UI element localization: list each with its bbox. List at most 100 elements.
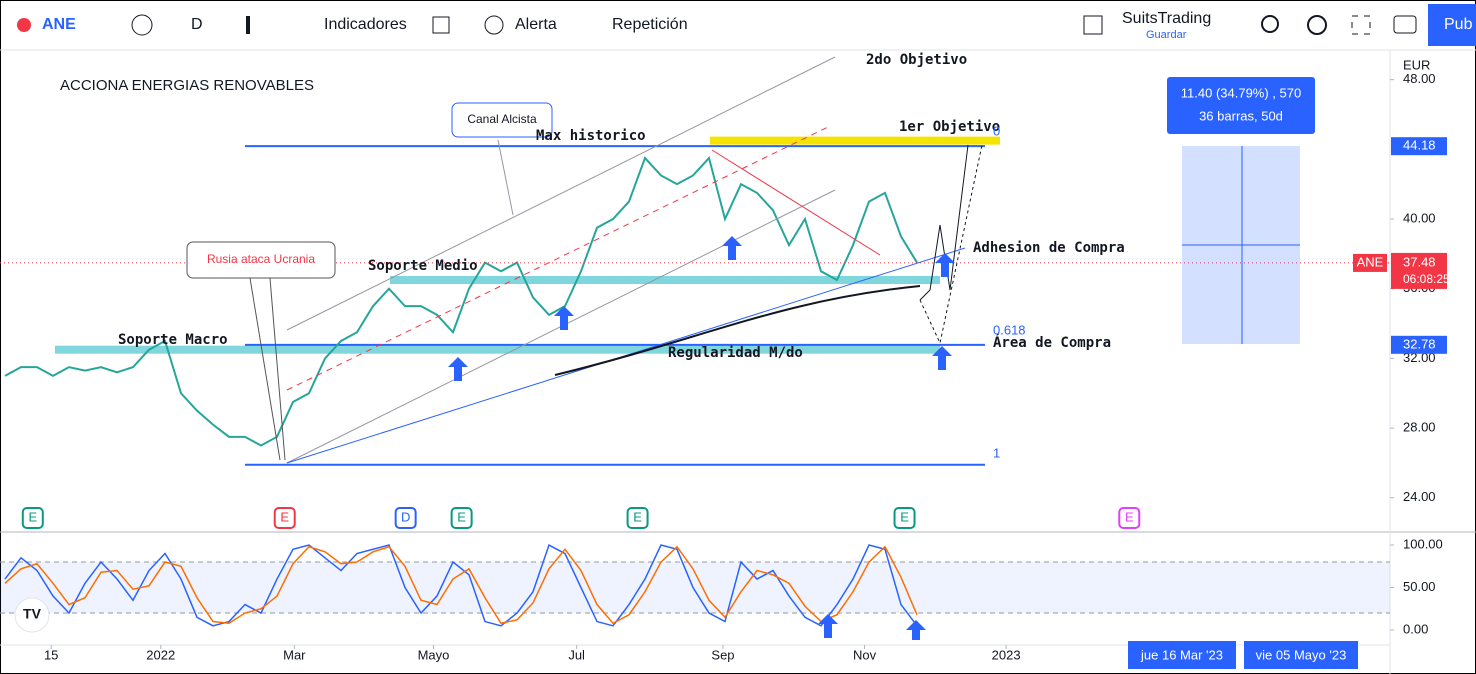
date-box bbox=[1128, 641, 1236, 669]
annotation: Max historico bbox=[536, 128, 646, 144]
candle-icon[interactable] bbox=[246, 16, 250, 34]
user[interactable]: SuitsTrading bbox=[1122, 10, 1211, 27]
price-label: 44.18 bbox=[1403, 138, 1436, 153]
fib-label: 0 bbox=[993, 123, 1000, 138]
search-icon[interactable] bbox=[1261, 15, 1279, 33]
channel-mid bbox=[286, 125, 831, 391]
layout-icon[interactable] bbox=[432, 16, 450, 34]
support-band bbox=[390, 276, 940, 284]
callout-pointer bbox=[249, 277, 286, 461]
countdown: 06:08:25 bbox=[1403, 272, 1450, 286]
event-marker bbox=[273, 507, 296, 529]
replay[interactable]: Repetición bbox=[612, 16, 688, 33]
annotation: Área de Compra bbox=[993, 334, 1111, 351]
arrow bbox=[932, 346, 952, 370]
osc-line bbox=[4, 545, 918, 625]
arrow bbox=[935, 253, 955, 277]
alert-icon[interactable] bbox=[484, 15, 504, 35]
annotation: 2do Objetivo bbox=[866, 52, 967, 68]
channel-upper bbox=[286, 56, 836, 331]
y-tick-label: 0.00 bbox=[1403, 621, 1428, 636]
currency[interactable]: EUR bbox=[1403, 57, 1430, 72]
y-tick-label: 48.00 bbox=[1403, 71, 1436, 86]
x-tick-label: 2022 bbox=[146, 647, 175, 662]
y-tick-label: 50.00 bbox=[1403, 579, 1436, 594]
date-box bbox=[1244, 641, 1358, 669]
tv-logo bbox=[14, 597, 50, 633]
event-label: E bbox=[28, 509, 37, 524]
event-marker bbox=[893, 507, 916, 529]
annotation: Rusia ataca Ucrania bbox=[207, 252, 315, 266]
support-band bbox=[55, 345, 940, 354]
measure-text: 11.40 (34.79%) , 570 bbox=[1181, 85, 1301, 100]
interval[interactable]: D bbox=[191, 16, 203, 33]
fullscreen-icon[interactable] bbox=[1351, 15, 1371, 35]
arrow bbox=[554, 306, 574, 330]
publish-button[interactable] bbox=[1428, 4, 1476, 46]
x-tick-label: 2023 bbox=[992, 647, 1021, 662]
buy-arrows bbox=[448, 236, 955, 640]
add-icon[interactable] bbox=[131, 14, 153, 36]
date-label: jue 16 Mar '23 bbox=[1140, 647, 1223, 662]
x-tick-label: 15 bbox=[44, 647, 58, 662]
annotation: Adhesion de Compra bbox=[973, 240, 1125, 256]
checkbox[interactable] bbox=[1083, 15, 1103, 35]
publish[interactable]: Pub bbox=[1444, 16, 1473, 33]
x-tick-label: Sep bbox=[711, 647, 734, 662]
chart-title: ACCIONA ENERGIAS RENOVABLES bbox=[60, 77, 314, 94]
projection-2 bbox=[919, 144, 983, 345]
price-label: 32.78 bbox=[1403, 336, 1436, 351]
x-tick-label: Mayo bbox=[418, 647, 450, 662]
event-label: E bbox=[1125, 509, 1134, 524]
callout-box bbox=[451, 102, 553, 138]
osc-band bbox=[0, 562, 1390, 614]
annotation: Regularidad M/do bbox=[668, 345, 803, 361]
save[interactable]: Guardar bbox=[1146, 29, 1187, 41]
symbol[interactable]: ANE bbox=[42, 16, 76, 33]
indicators[interactable]: Indicadores bbox=[324, 16, 407, 33]
event-marker bbox=[394, 507, 417, 529]
osc-line bbox=[4, 543, 918, 627]
event-label: E bbox=[900, 509, 909, 524]
price-label: 37.48 bbox=[1403, 254, 1436, 269]
price-label-box bbox=[1391, 137, 1447, 156]
y-tick-label: 28.00 bbox=[1403, 420, 1436, 435]
symbol-tag-label: ANE bbox=[1357, 254, 1384, 269]
measure-label bbox=[1167, 77, 1315, 134]
event-label: E bbox=[280, 509, 289, 524]
measure-text: 36 barras, 50d bbox=[1199, 108, 1283, 123]
support-band bbox=[710, 136, 1000, 145]
annotation: 1er Objetivo bbox=[899, 119, 1000, 135]
arrow bbox=[906, 620, 926, 640]
event-label: E bbox=[633, 509, 642, 524]
drawings bbox=[186, 56, 1315, 640]
callout-box bbox=[186, 241, 336, 279]
event-label: D bbox=[401, 509, 410, 524]
event-marker bbox=[626, 507, 649, 529]
y-tick-label: 24.00 bbox=[1403, 489, 1436, 504]
price-label-box bbox=[1391, 252, 1447, 289]
arrow bbox=[722, 236, 742, 260]
downtrend bbox=[711, 149, 881, 256]
arrow bbox=[818, 614, 838, 638]
alert[interactable]: Alerta bbox=[515, 16, 557, 33]
arrow bbox=[448, 357, 468, 381]
fib-label: 0.618 bbox=[993, 322, 1026, 337]
event-label: E bbox=[457, 509, 466, 524]
projection-1 bbox=[919, 144, 969, 301]
settings-icon[interactable] bbox=[1307, 15, 1327, 35]
event-marker bbox=[450, 507, 473, 529]
date-label: vie 05 Mayo '23 bbox=[1256, 647, 1347, 662]
moving-average bbox=[554, 285, 921, 376]
callout-pointer bbox=[497, 139, 514, 216]
logo bbox=[17, 18, 31, 32]
annotation: Soporte Medio bbox=[368, 258, 478, 274]
toolbar: ANE D Indicadores Alerta Repetición Suit… bbox=[0, 4, 1476, 51]
x-tick-label: Jul bbox=[568, 647, 585, 662]
price-label-box bbox=[1391, 335, 1447, 354]
y-tick-label: 40.00 bbox=[1403, 210, 1436, 225]
event-marker bbox=[1118, 507, 1141, 529]
fib-label: 1 bbox=[993, 445, 1000, 460]
camera-icon[interactable] bbox=[1393, 15, 1417, 34]
